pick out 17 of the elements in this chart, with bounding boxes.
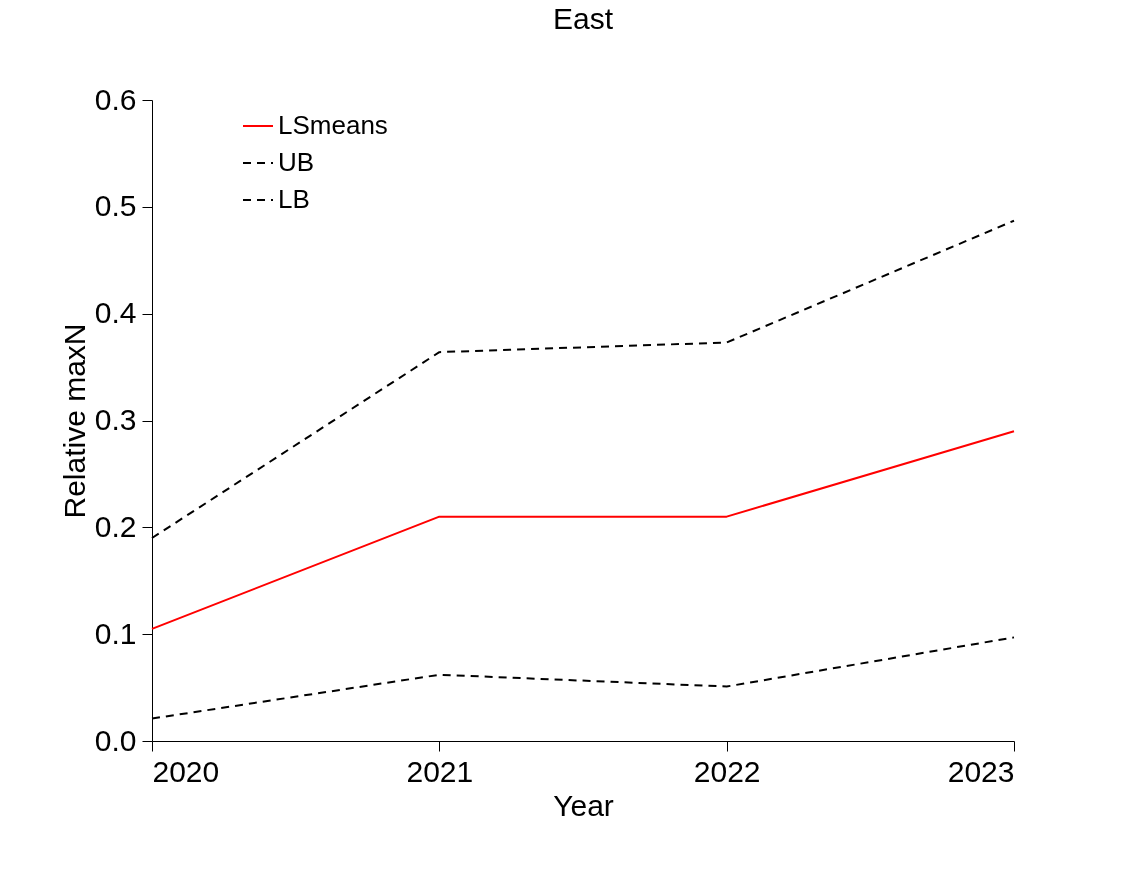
x-tick-label: 2020 — [152, 754, 220, 788]
x-tick-label: 2021 — [406, 754, 474, 788]
x-axis-title: Year — [553, 788, 614, 822]
y-axis-title: Relative maxN — [57, 323, 91, 519]
legend-label: UB — [278, 147, 315, 177]
y-tick-label: 0.0 — [94, 723, 137, 757]
legend-label: LB — [278, 184, 310, 214]
chart-title: East — [552, 2, 614, 35]
legend-label: LSmeans — [278, 110, 388, 140]
x-tick-label: 2023 — [947, 754, 1015, 788]
y-tick-label: 0.3 — [94, 403, 137, 436]
x-tick-label: 2022 — [693, 754, 761, 788]
y-tick-label: 0.2 — [94, 509, 137, 543]
y-tick-label: 0.1 — [94, 616, 137, 650]
y-tick-label: 0.4 — [94, 296, 137, 330]
y-tick-label: 0.6 — [94, 82, 137, 116]
y-tick-label: 0.5 — [94, 189, 137, 223]
